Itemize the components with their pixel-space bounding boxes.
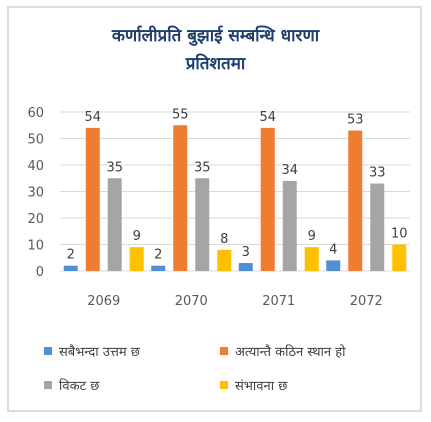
legend-swatch-3	[44, 381, 52, 389]
legend-label-1: सबैभन्दा उत्तम छ	[59, 345, 140, 360]
bar-2070-series-3	[195, 178, 210, 271]
data-label-2071-series-1: 3	[242, 245, 250, 260]
bar-2072-series-4	[392, 244, 407, 271]
x-tick-label-2072: 2072	[350, 294, 383, 309]
legend-item-4: संभावना छ	[220, 376, 287, 394]
bar-2070-series-1	[151, 265, 166, 271]
bar-2071-series-4	[304, 247, 319, 271]
bar-2069-series-3	[107, 178, 122, 271]
data-label-2070-series-1: 2	[154, 248, 162, 263]
bar-2069-series-4	[129, 247, 144, 271]
legend-swatch-2	[220, 347, 228, 355]
legend-swatch-1	[44, 347, 52, 355]
data-label-2069-series-4: 9	[133, 229, 141, 244]
data-label-2071-series-3: 34	[281, 163, 298, 178]
data-label-2069-series-3: 35	[106, 160, 123, 175]
chart-title: कर्णालीप्रति बुझाई सम्बन्धि धारणा प्रतिश…	[0, 22, 431, 78]
bar-2072-series-1	[326, 260, 341, 271]
bar-2071-series-2	[260, 127, 275, 272]
data-label-2070-series-3: 35	[194, 160, 211, 175]
y-tick-label-60: 60	[27, 106, 44, 121]
y-tick-label-40: 40	[27, 159, 44, 174]
data-label-2070-series-4: 8	[220, 232, 228, 247]
y-tick-label-20: 20	[27, 212, 44, 227]
bar-2071-series-1	[238, 263, 253, 271]
bar-2070-series-2	[173, 125, 188, 271]
x-tick-label-2070: 2070	[175, 294, 208, 309]
legend-label-3: विकट छ	[59, 379, 100, 394]
data-label-2072-series-1: 4	[329, 242, 337, 257]
data-label-2069-series-2: 54	[84, 110, 101, 125]
x-tick-label-2069: 2069	[87, 294, 120, 309]
y-tick-label-30: 30	[27, 186, 44, 201]
chart-title-line1: कर्णालीप्रति बुझाई सम्बन्धि धारणा	[111, 26, 320, 46]
x-tick-label-2071: 2071	[262, 294, 295, 309]
data-label-2071-series-2: 54	[259, 110, 276, 125]
legend-swatch-4	[220, 381, 228, 389]
chart-legend: सबैभन्दा उत्तम छ अत्यान्तै कठिन स्थान हो…	[44, 342, 424, 402]
legend-item-1: सबैभन्दा उत्तम छ	[44, 342, 140, 360]
bar-2070-series-4	[217, 249, 232, 271]
y-tick-label-0: 0	[36, 265, 44, 280]
y-tick-label-50: 50	[27, 133, 44, 148]
legend-item-3: विकट छ	[44, 376, 99, 394]
legend-label-4: संभावना छ	[235, 379, 288, 394]
data-label-2071-series-4: 9	[308, 229, 316, 244]
y-tick-label-10: 10	[27, 239, 44, 254]
data-label-2069-series-1: 2	[67, 248, 75, 263]
bar-2072-series-2	[348, 130, 363, 271]
legend-item-2: अत्यान्तै कठिन स्थान हो	[220, 342, 346, 360]
legend-label-2: अत्यान्तै कठिन स्थान हो	[235, 345, 346, 360]
bar-2071-series-3	[282, 180, 297, 271]
data-label-2072-series-3: 33	[369, 166, 386, 181]
data-label-2070-series-2: 55	[172, 107, 189, 122]
data-label-2072-series-2: 53	[347, 113, 364, 128]
chart-subtitle: प्रतिशतमा	[185, 54, 246, 74]
bar-2072-series-3	[370, 183, 385, 271]
data-label-2072-series-4: 10	[391, 227, 408, 242]
bar-2069-series-2	[85, 127, 100, 272]
bar-2069-series-1	[63, 265, 78, 271]
